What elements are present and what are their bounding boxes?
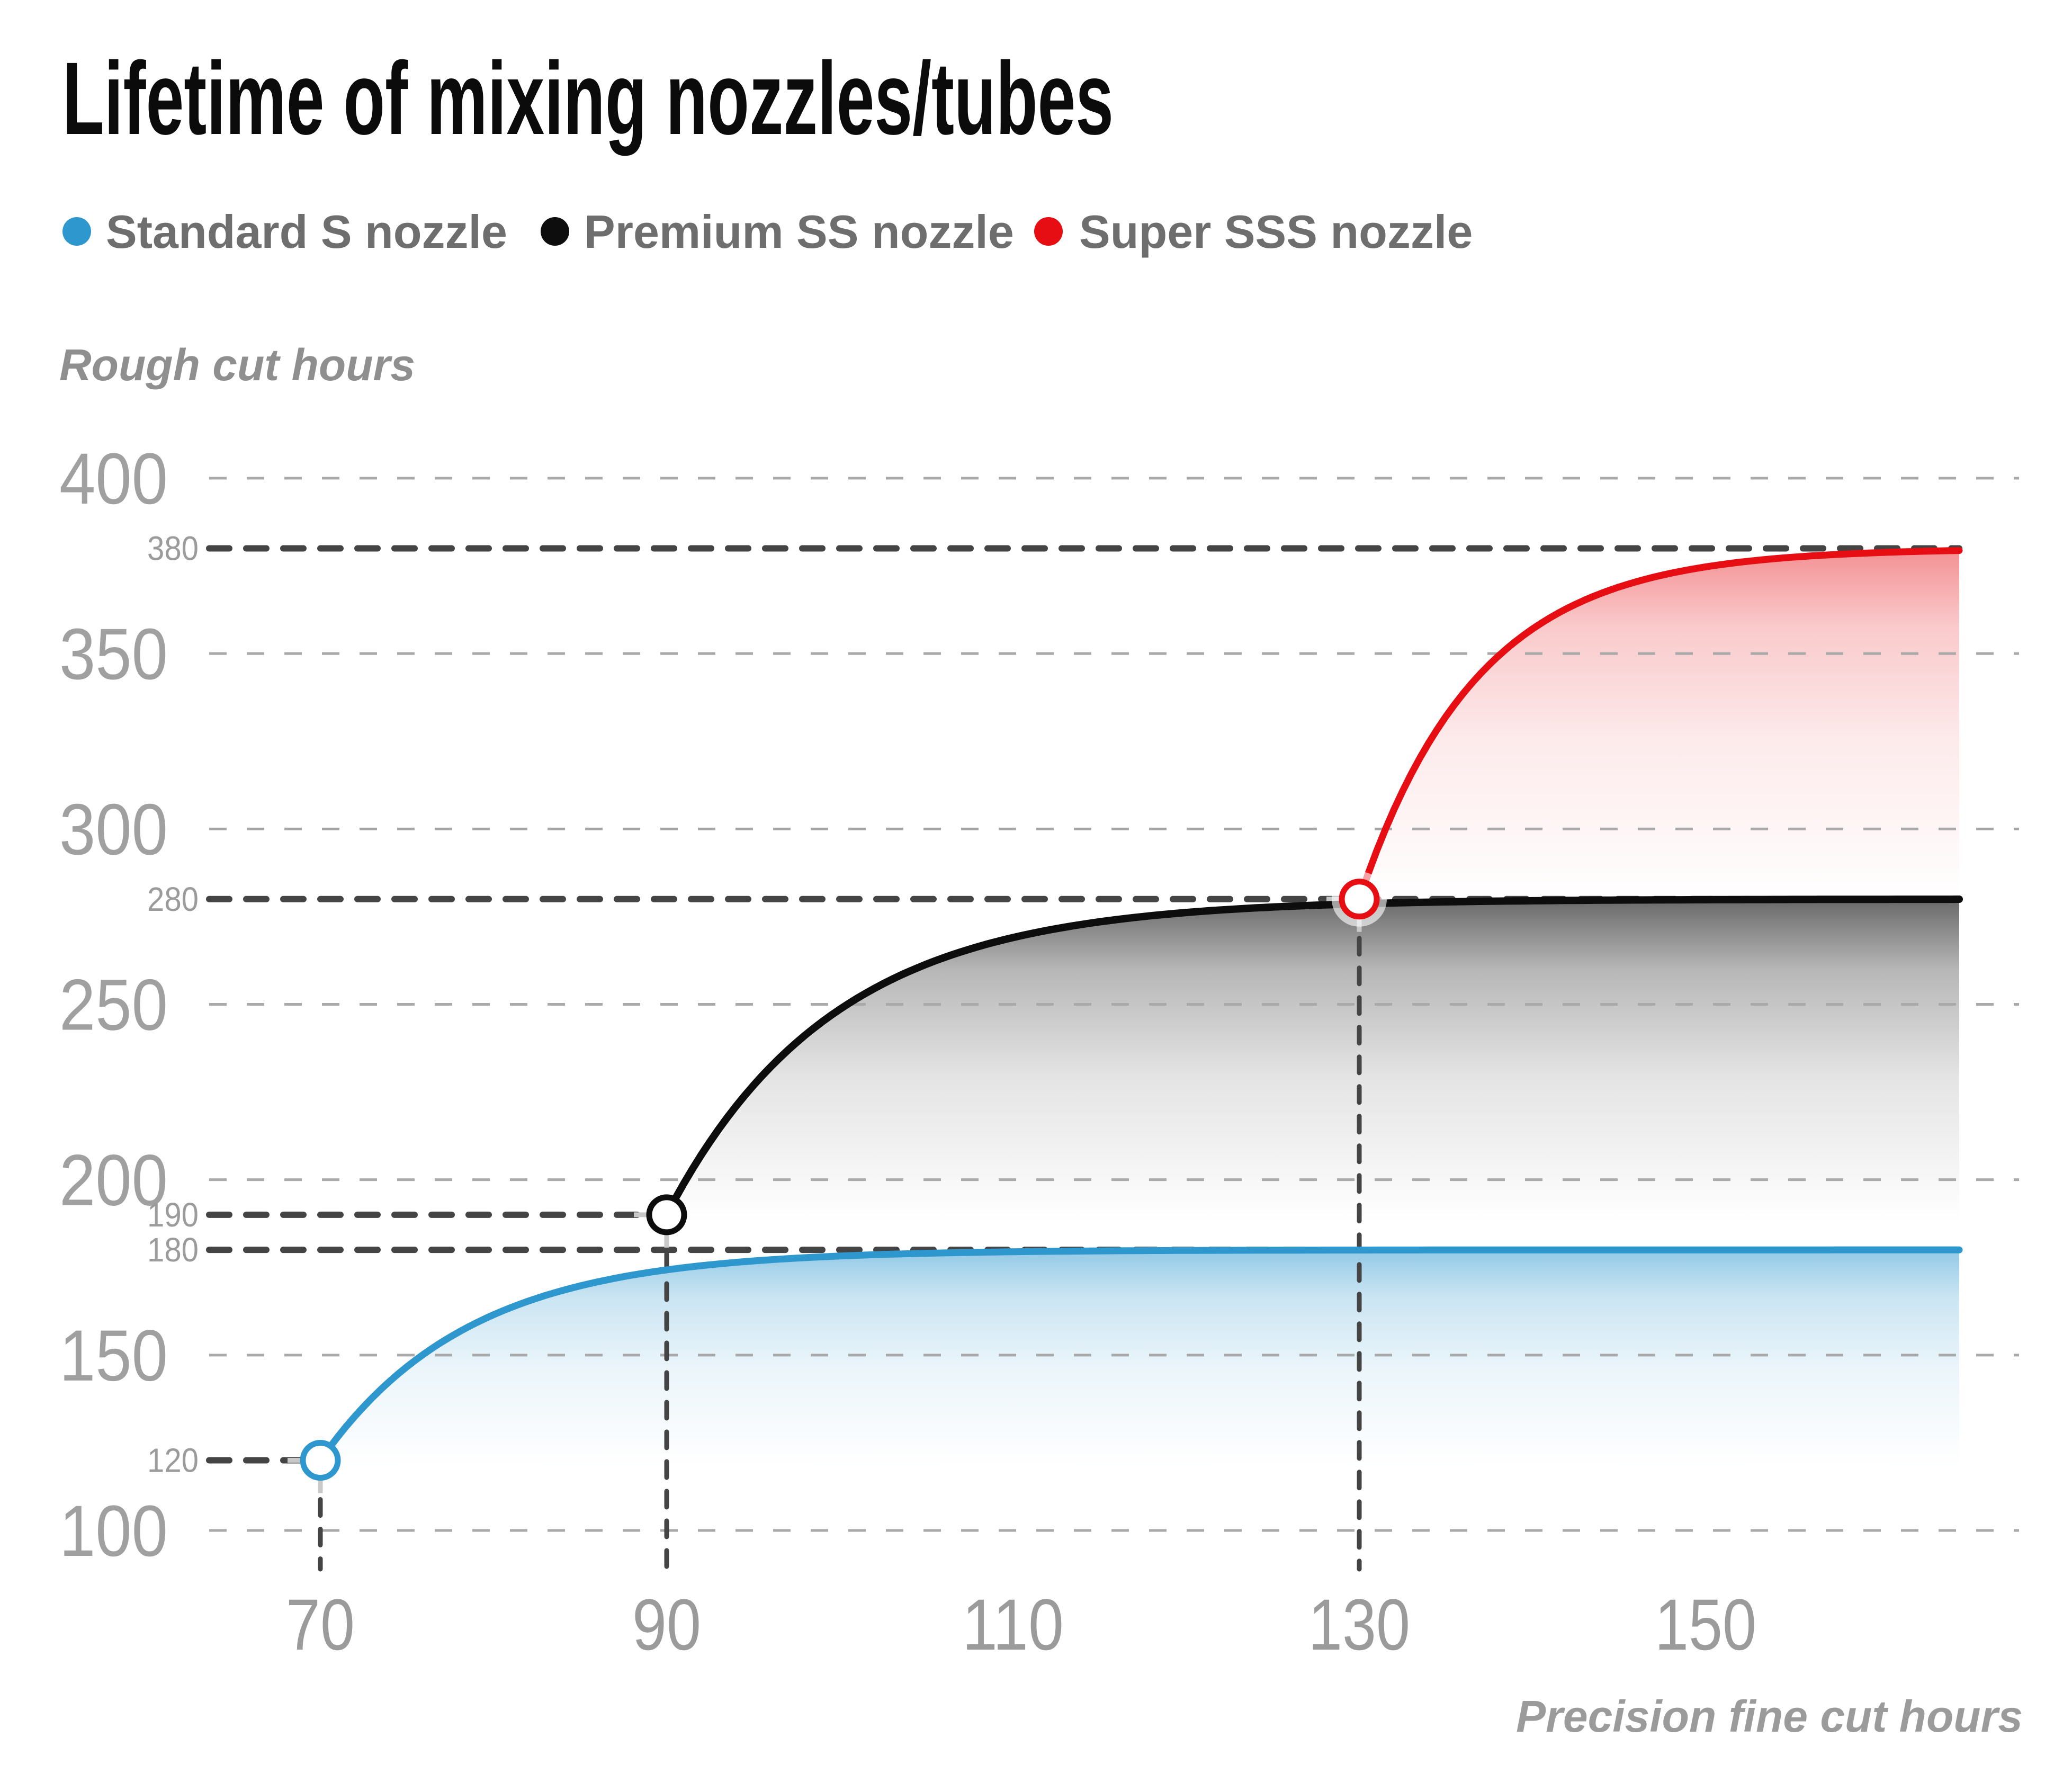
x-tick-label-70: 70: [286, 1584, 355, 1665]
legend-label-standard-s: Standard S nozzle: [106, 205, 507, 258]
x-tick-label-110: 110: [962, 1584, 1064, 1665]
series-fills: [320, 550, 1959, 1467]
legend-dot-premium-ss: [541, 217, 569, 246]
x-axis-title: Precision fine cut hours: [1516, 1691, 2023, 1741]
y-tick-label-200: 200: [59, 1140, 168, 1221]
y-tick-label-250: 250: [59, 965, 168, 1046]
y-tick-label-150: 150: [59, 1315, 168, 1396]
y-tick-label-300: 300: [59, 789, 168, 870]
y-axis-title: Rough cut hours: [59, 340, 415, 390]
page-title: Lifetime of mixing nozzles/tubes: [62, 41, 1114, 156]
area-fill-2: [1359, 550, 1959, 903]
y-tick-label-400: 400: [59, 438, 168, 520]
annotation-label-280: 280: [147, 880, 199, 918]
area-fill-0: [320, 1250, 1959, 1467]
series-curve-2: [1356, 547, 1963, 903]
series-curve-0: [317, 1246, 1963, 1464]
area-fill-1: [667, 899, 1959, 1222]
series-start-marker-0: [300, 1440, 341, 1481]
annotation-label-120: 120: [147, 1441, 199, 1480]
annotation-label-380: 380: [147, 529, 199, 567]
legend-dot-super-sss: [1034, 217, 1063, 246]
legend: Standard S nozzle Premium SS nozzle Supe…: [62, 205, 1473, 258]
y-tick-labels: 100 150 200 250 300 350 400: [59, 438, 168, 1572]
legend-dot-standard-s: [62, 217, 91, 246]
x-tick-labels: 70 90 110 130 150: [286, 1584, 1756, 1665]
y-tick-label-100: 100: [59, 1491, 168, 1572]
series-start-markers: [300, 871, 1387, 1481]
series-start-marker-1: [646, 1194, 687, 1235]
x-tick-label-90: 90: [632, 1584, 701, 1665]
annotation-label-180: 180: [147, 1231, 199, 1269]
series-curve-1: [663, 896, 1963, 1219]
marker-drop-lines: [318, 936, 1362, 1572]
y-gridlines: [209, 477, 2019, 1532]
series-start-marker-2: [1339, 879, 1380, 920]
y-tick-label-350: 350: [59, 614, 168, 695]
legend-label-premium-ss: Premium SS nozzle: [584, 205, 1014, 258]
legend-label-super-sss: Super SSS nozzle: [1079, 205, 1473, 258]
annotation-label-190: 190: [147, 1196, 199, 1234]
x-tick-label-130: 130: [1308, 1584, 1410, 1665]
x-tick-label-150: 150: [1655, 1584, 1756, 1665]
series-curves: [317, 547, 1963, 1464]
